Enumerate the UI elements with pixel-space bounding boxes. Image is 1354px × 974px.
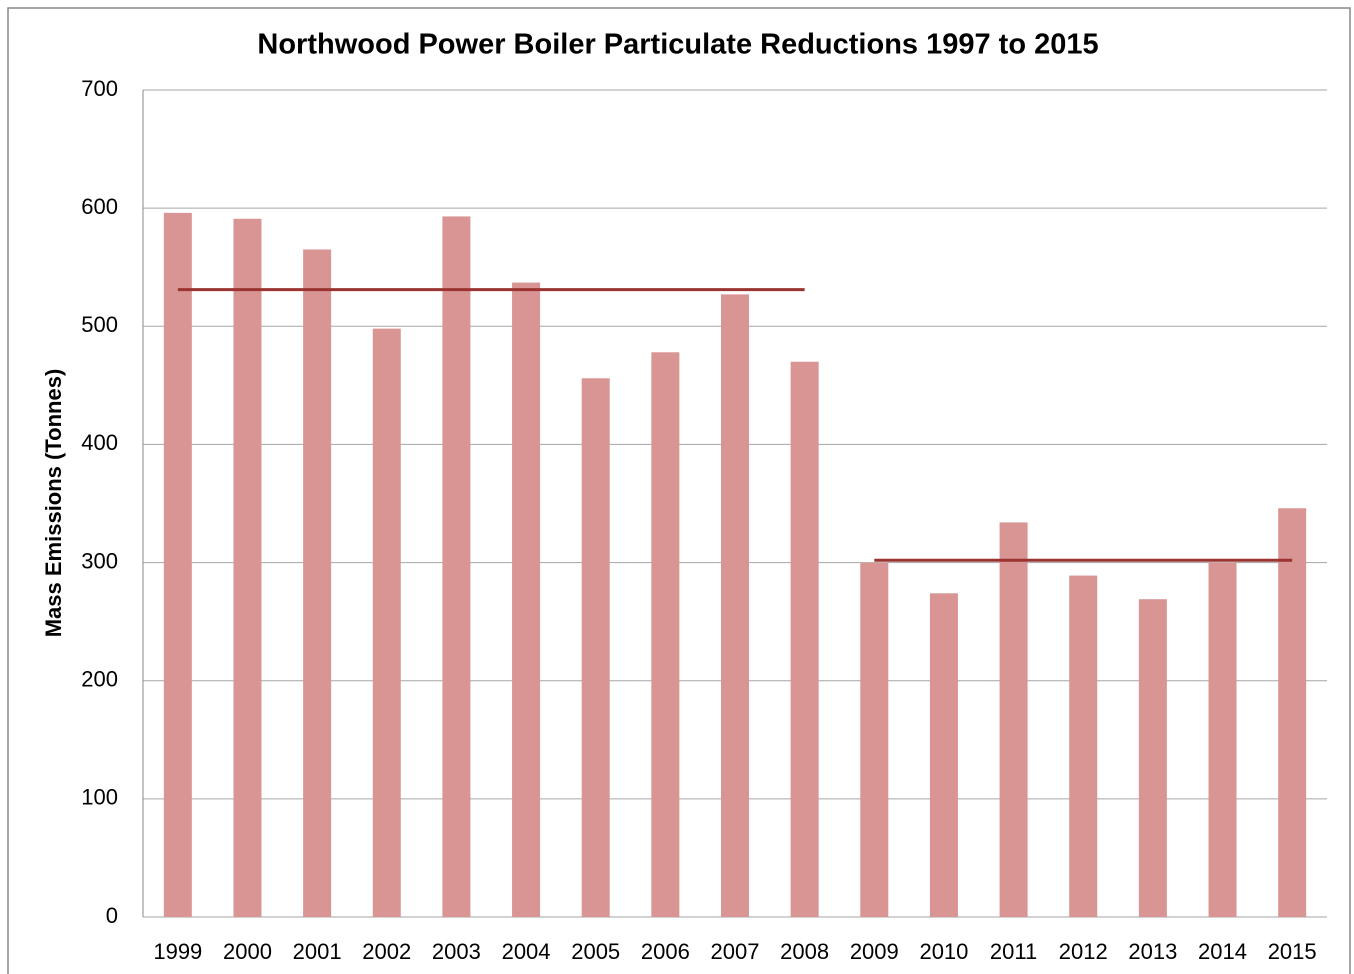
bar bbox=[442, 216, 471, 918]
x-tick-label: 2013 bbox=[1128, 939, 1177, 964]
x-tick-label: 2006 bbox=[641, 939, 690, 964]
chart-title: Northwood Power Boiler Particulate Reduc… bbox=[257, 29, 1098, 61]
bar bbox=[790, 361, 819, 917]
y-tick-label: 200 bbox=[81, 667, 118, 692]
bar bbox=[651, 352, 680, 918]
x-tick-label: 2014 bbox=[1198, 939, 1247, 964]
bar bbox=[303, 249, 332, 917]
y-tick-label: 400 bbox=[81, 430, 118, 455]
bar bbox=[1069, 575, 1098, 917]
y-tick-label: 500 bbox=[81, 312, 118, 337]
bar bbox=[999, 522, 1028, 917]
x-tick-label: 1999 bbox=[153, 939, 202, 964]
x-tick-label: 2010 bbox=[919, 939, 968, 964]
y-axis-label: Mass Emissions (Tonnes) bbox=[41, 369, 66, 638]
x-tick-label: 2015 bbox=[1268, 939, 1317, 964]
bar bbox=[512, 282, 541, 917]
x-tick-label: 2007 bbox=[711, 939, 760, 964]
x-tick-label: 2001 bbox=[293, 939, 342, 964]
x-tick-label: 2012 bbox=[1059, 939, 1108, 964]
bar bbox=[233, 218, 262, 918]
y-tick-label: 100 bbox=[81, 785, 118, 810]
bar bbox=[860, 562, 889, 917]
bar bbox=[1208, 562, 1237, 917]
bar bbox=[372, 328, 401, 917]
x-tick-label: 2008 bbox=[780, 939, 829, 964]
bar bbox=[1138, 599, 1167, 917]
x-tick-label: 2002 bbox=[362, 939, 411, 964]
x-tick-label: 2003 bbox=[432, 939, 481, 964]
x-tick-label: 2011 bbox=[990, 939, 1037, 964]
y-tick-label: 700 bbox=[81, 76, 118, 101]
x-tick-label: 2000 bbox=[223, 939, 272, 964]
bar bbox=[581, 378, 610, 918]
bar bbox=[163, 212, 192, 917]
y-tick-label: 600 bbox=[81, 194, 118, 219]
bar bbox=[1278, 508, 1307, 917]
y-tick-label: 0 bbox=[106, 903, 118, 928]
chart-frame bbox=[7, 7, 1351, 974]
x-tick-label: 2009 bbox=[850, 939, 899, 964]
bar bbox=[721, 294, 749, 917]
bar bbox=[929, 593, 958, 917]
x-tick-label: 2004 bbox=[502, 939, 551, 964]
y-tick-label: 300 bbox=[81, 548, 118, 573]
x-tick-label: 2005 bbox=[571, 939, 620, 964]
